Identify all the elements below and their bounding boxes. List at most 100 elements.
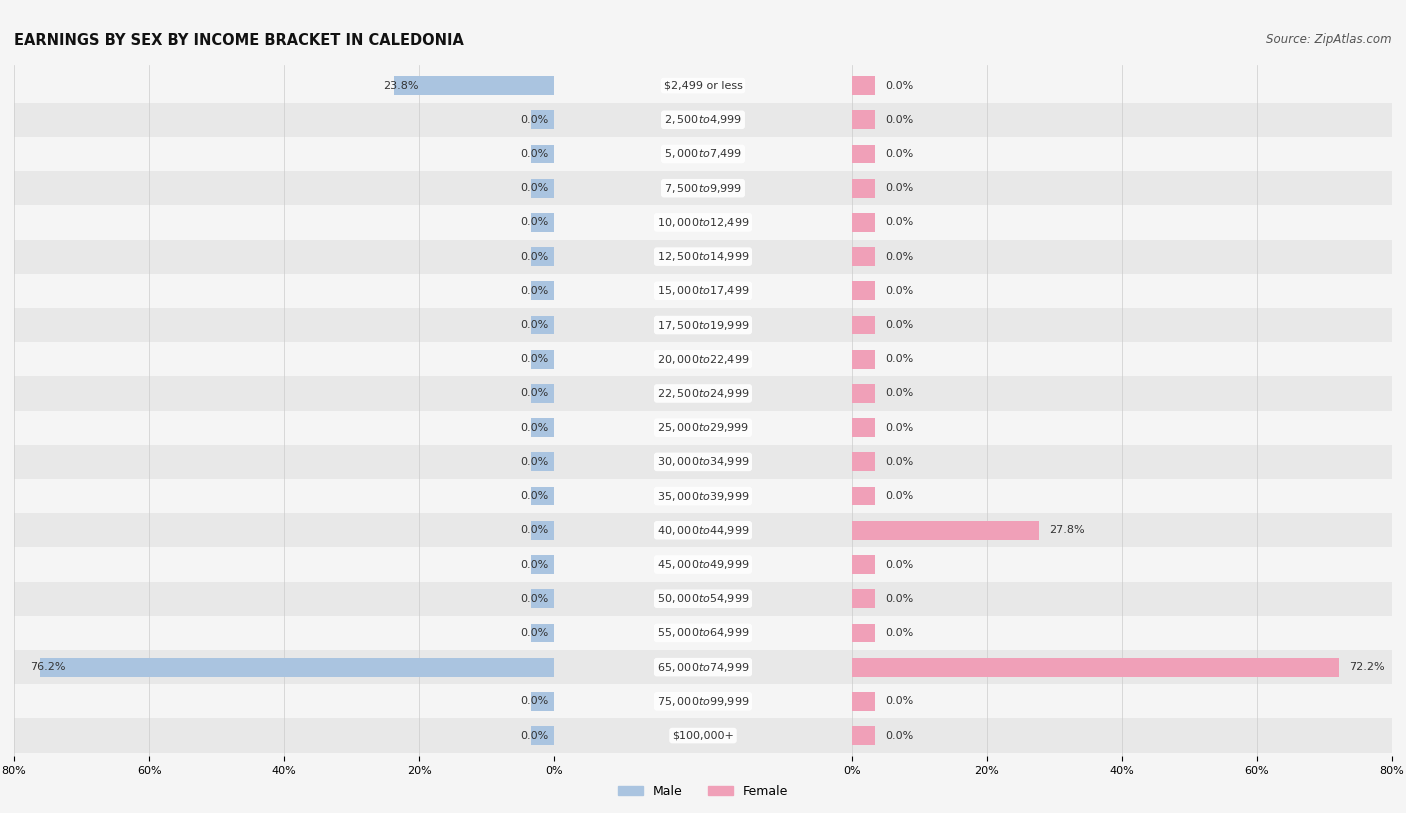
Bar bbox=[14, 685, 554, 719]
Text: $50,000 to $54,999: $50,000 to $54,999 bbox=[657, 592, 749, 605]
Bar bbox=[554, 719, 852, 753]
Text: 0.0%: 0.0% bbox=[886, 217, 914, 228]
Bar bbox=[554, 240, 852, 274]
Bar bbox=[554, 171, 852, 206]
Bar bbox=[531, 453, 554, 472]
Text: 0.0%: 0.0% bbox=[520, 149, 548, 159]
Text: 0.0%: 0.0% bbox=[886, 149, 914, 159]
Bar bbox=[852, 240, 1392, 274]
Text: 0.0%: 0.0% bbox=[520, 286, 548, 296]
Text: $20,000 to $22,499: $20,000 to $22,499 bbox=[657, 353, 749, 366]
Bar bbox=[554, 137, 852, 171]
Bar bbox=[14, 581, 554, 615]
Text: 0.0%: 0.0% bbox=[886, 115, 914, 124]
Bar bbox=[531, 555, 554, 574]
Bar bbox=[14, 513, 554, 547]
Text: 72.2%: 72.2% bbox=[1350, 662, 1385, 672]
Bar bbox=[852, 213, 875, 232]
Text: 0.0%: 0.0% bbox=[520, 697, 548, 706]
Bar bbox=[852, 479, 1392, 513]
Bar bbox=[852, 453, 875, 472]
Text: 23.8%: 23.8% bbox=[384, 80, 419, 90]
Text: 0.0%: 0.0% bbox=[886, 628, 914, 638]
Text: $22,500 to $24,999: $22,500 to $24,999 bbox=[657, 387, 749, 400]
Text: 0.0%: 0.0% bbox=[886, 183, 914, 193]
Bar bbox=[554, 445, 852, 479]
Bar bbox=[531, 145, 554, 163]
Bar bbox=[852, 376, 1392, 411]
Text: Source: ZipAtlas.com: Source: ZipAtlas.com bbox=[1267, 33, 1392, 46]
Bar bbox=[554, 615, 852, 650]
Text: EARNINGS BY SEX BY INCOME BRACKET IN CALEDONIA: EARNINGS BY SEX BY INCOME BRACKET IN CAL… bbox=[14, 33, 464, 47]
Bar bbox=[14, 445, 554, 479]
Bar bbox=[852, 342, 1392, 376]
Bar bbox=[852, 350, 875, 368]
Text: 27.8%: 27.8% bbox=[1049, 525, 1085, 535]
Bar bbox=[852, 615, 1392, 650]
Bar bbox=[531, 487, 554, 506]
Bar bbox=[852, 547, 1392, 581]
Bar bbox=[14, 137, 554, 171]
Text: 0.0%: 0.0% bbox=[520, 423, 548, 433]
Bar bbox=[14, 547, 554, 581]
Text: 0.0%: 0.0% bbox=[520, 457, 548, 467]
Bar bbox=[531, 589, 554, 608]
Text: 0.0%: 0.0% bbox=[520, 491, 548, 501]
Text: $15,000 to $17,499: $15,000 to $17,499 bbox=[657, 285, 749, 298]
Bar bbox=[852, 418, 875, 437]
Text: 0.0%: 0.0% bbox=[886, 697, 914, 706]
Bar bbox=[852, 76, 875, 95]
Bar bbox=[14, 719, 554, 753]
Bar bbox=[531, 726, 554, 745]
Bar bbox=[14, 68, 554, 102]
Bar bbox=[852, 650, 1392, 685]
Bar bbox=[531, 418, 554, 437]
Text: $65,000 to $74,999: $65,000 to $74,999 bbox=[657, 661, 749, 674]
Text: 0.0%: 0.0% bbox=[886, 251, 914, 262]
Bar bbox=[14, 102, 554, 137]
Bar bbox=[531, 247, 554, 266]
Bar bbox=[852, 445, 1392, 479]
Bar bbox=[554, 308, 852, 342]
Bar bbox=[14, 615, 554, 650]
Text: 0.0%: 0.0% bbox=[520, 559, 548, 570]
Text: 0.0%: 0.0% bbox=[520, 525, 548, 535]
Bar bbox=[531, 384, 554, 403]
Text: $40,000 to $44,999: $40,000 to $44,999 bbox=[657, 524, 749, 537]
Text: 0.0%: 0.0% bbox=[520, 731, 548, 741]
Bar bbox=[852, 726, 875, 745]
Text: 0.0%: 0.0% bbox=[886, 731, 914, 741]
Text: $75,000 to $99,999: $75,000 to $99,999 bbox=[657, 695, 749, 708]
Bar bbox=[554, 376, 852, 411]
Bar bbox=[852, 145, 875, 163]
Text: $30,000 to $34,999: $30,000 to $34,999 bbox=[657, 455, 749, 468]
Text: $7,500 to $9,999: $7,500 to $9,999 bbox=[664, 181, 742, 194]
Text: 0.0%: 0.0% bbox=[520, 593, 548, 604]
Text: 0.0%: 0.0% bbox=[520, 183, 548, 193]
Text: 0.0%: 0.0% bbox=[886, 423, 914, 433]
Text: 0.0%: 0.0% bbox=[886, 491, 914, 501]
Bar bbox=[852, 102, 1392, 137]
Text: 0.0%: 0.0% bbox=[886, 593, 914, 604]
Bar bbox=[554, 68, 852, 102]
Text: 0.0%: 0.0% bbox=[520, 115, 548, 124]
Bar bbox=[531, 521, 554, 540]
Bar bbox=[554, 547, 852, 581]
Bar bbox=[554, 102, 852, 137]
Bar bbox=[852, 247, 875, 266]
Bar bbox=[554, 411, 852, 445]
Bar bbox=[531, 315, 554, 334]
Text: 0.0%: 0.0% bbox=[520, 217, 548, 228]
Bar bbox=[852, 171, 1392, 206]
Text: 0.0%: 0.0% bbox=[520, 354, 548, 364]
Bar bbox=[852, 315, 875, 334]
Bar bbox=[554, 685, 852, 719]
Text: $35,000 to $39,999: $35,000 to $39,999 bbox=[657, 489, 749, 502]
Text: 0.0%: 0.0% bbox=[886, 320, 914, 330]
Bar bbox=[852, 658, 1340, 676]
Bar bbox=[14, 376, 554, 411]
Bar bbox=[531, 692, 554, 711]
Text: 0.0%: 0.0% bbox=[886, 286, 914, 296]
Text: $2,499 or less: $2,499 or less bbox=[664, 80, 742, 90]
Bar bbox=[531, 281, 554, 300]
